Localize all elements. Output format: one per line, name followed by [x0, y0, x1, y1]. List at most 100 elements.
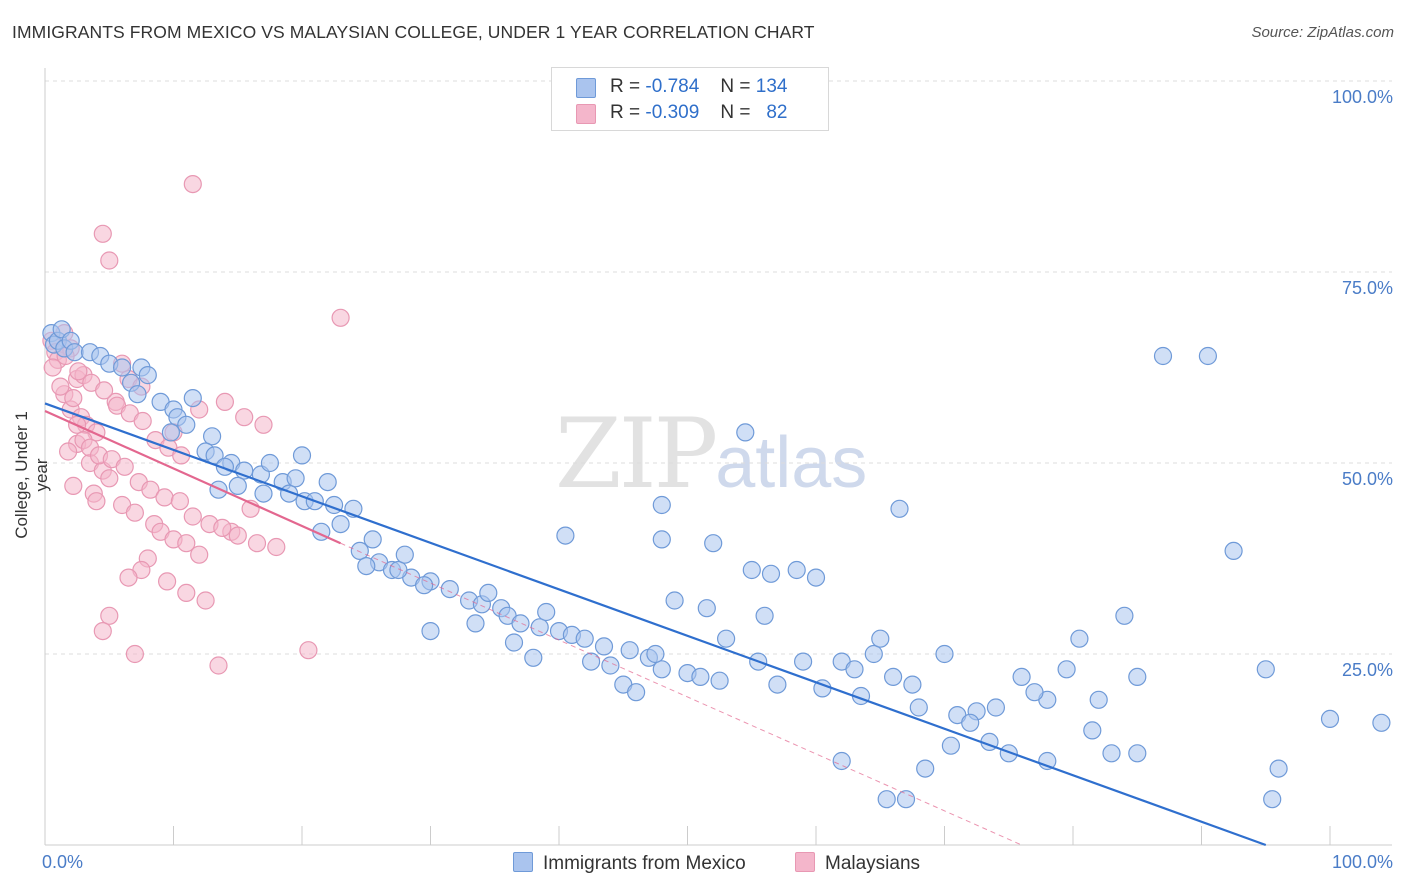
- mexico-point: [357, 556, 376, 576]
- mexico-point: [581, 652, 601, 671]
- malaysian-point: [228, 526, 247, 545]
- malaysian-point: [170, 492, 189, 511]
- legend-r-value: -0.784: [645, 76, 700, 97]
- mexico-point: [511, 614, 530, 633]
- legend-swatch-blue: [576, 78, 596, 98]
- legend-label-malaysians: Malaysians: [825, 853, 921, 874]
- legend-item-malaysians[interactable]: Malaysians: [795, 852, 920, 875]
- mexico-point: [1115, 606, 1134, 625]
- malaysian-point: [155, 488, 174, 507]
- mexico-point: [1372, 713, 1391, 732]
- mexico-point: [161, 423, 180, 442]
- y-tick-label-75: 75.0%: [1341, 278, 1393, 298]
- malaysian-trend-line: [44, 410, 341, 545]
- malaysian-point: [213, 518, 232, 538]
- mexico-point: [286, 469, 305, 488]
- legend-r-label: R =: [610, 102, 641, 123]
- mexico-point: [1320, 709, 1340, 729]
- mexico-point: [138, 366, 157, 385]
- mexico-point: [1012, 667, 1031, 687]
- mexico-point: [877, 790, 896, 809]
- mexico-point: [112, 358, 132, 377]
- mexico-point: [736, 423, 755, 442]
- mexico-point: [761, 564, 781, 583]
- malaysian-point: [64, 389, 83, 408]
- malaysian-point: [177, 583, 196, 603]
- mexico-point: [890, 499, 909, 518]
- malaysian-point: [158, 572, 177, 591]
- mexico-point: [65, 343, 84, 362]
- malaysian-point: [115, 457, 134, 476]
- mexico-point: [594, 637, 614, 656]
- mexico-point: [935, 644, 954, 664]
- mexico-point: [537, 602, 556, 622]
- y-tick-label-50: 50.0%: [1341, 469, 1393, 489]
- malaysian-point: [209, 656, 228, 675]
- mexico-point: [620, 641, 639, 660]
- mexico-trend-line: [44, 402, 1267, 847]
- malaysian-point: [196, 591, 215, 610]
- mexico-point: [704, 534, 723, 553]
- source-label: Source: ZipAtlas.com: [1251, 24, 1394, 41]
- malaysian-point: [69, 362, 88, 381]
- mexico-point: [575, 629, 594, 648]
- legend-r-value: -0.309: [645, 102, 700, 123]
- mexico-point: [1153, 346, 1173, 366]
- mexico-point: [941, 736, 961, 755]
- mexico-point: [646, 644, 665, 664]
- mexico-point: [697, 599, 716, 618]
- mexico-point: [845, 660, 864, 679]
- malaysian-point: [247, 534, 267, 553]
- mexico-point: [903, 675, 922, 694]
- mexico-point: [203, 427, 222, 446]
- malaysian-point: [267, 537, 286, 557]
- legend-n-value: 82: [766, 102, 788, 123]
- mexico-point: [896, 790, 916, 809]
- mexico-point: [806, 568, 826, 587]
- mexico-point: [1089, 690, 1108, 709]
- mexico-point: [1269, 759, 1288, 778]
- malaysian-point: [100, 469, 119, 488]
- mexico-point: [793, 652, 813, 671]
- mexico-point: [626, 683, 646, 702]
- legend-n-label: N =: [720, 76, 751, 97]
- legend-n-value: 134: [755, 76, 788, 97]
- malaysian-point: [64, 476, 83, 495]
- y-tick-label-25: 25.0%: [1341, 660, 1393, 680]
- malaysian-point: [119, 568, 138, 587]
- mexico-point: [183, 389, 202, 408]
- mexico-point: [350, 541, 369, 561]
- malaysian-point: [93, 621, 112, 641]
- malaysian-point: [87, 492, 106, 511]
- malaysian-point: [100, 251, 119, 270]
- malaysian-point: [43, 358, 62, 377]
- y-tick-label-100: 100.0%: [1331, 87, 1393, 107]
- malaysian-point: [125, 503, 144, 522]
- mexico-point: [530, 618, 549, 637]
- legend-item-mexico[interactable]: Immigrants from Mexico: [513, 852, 746, 875]
- mexico-point: [986, 698, 1006, 717]
- mexico-point: [260, 453, 279, 473]
- mexico-point: [421, 621, 440, 641]
- mexico-point: [440, 579, 459, 599]
- mexico-point: [1057, 660, 1076, 679]
- mexico-point: [916, 759, 935, 778]
- malaysian-point: [133, 411, 152, 431]
- mexico-point: [318, 473, 337, 492]
- malaysian-point: [331, 308, 350, 327]
- mexico-point: [1256, 660, 1275, 679]
- mexico-point: [228, 476, 247, 495]
- mexico-point: [1070, 629, 1089, 648]
- mexico-point: [466, 614, 485, 633]
- malaysian-point: [58, 442, 78, 461]
- mexico-point: [395, 545, 414, 564]
- mexico-point: [1025, 683, 1044, 702]
- mexico-point: [871, 629, 890, 648]
- mexico-point: [652, 660, 671, 679]
- malaysian-point: [177, 534, 196, 553]
- watermark-zip: ZIP: [555, 398, 718, 510]
- mexico-point: [1128, 744, 1147, 763]
- mexico-point: [787, 560, 806, 580]
- x-tick-label-max: 100.0%: [1331, 852, 1393, 872]
